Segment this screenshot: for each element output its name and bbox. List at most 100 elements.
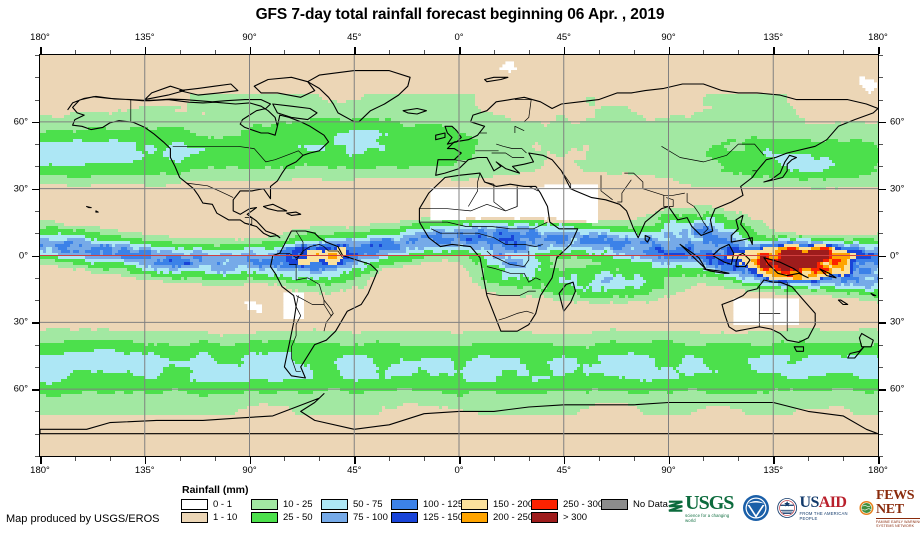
x-tick — [563, 47, 566, 54]
x-tick — [144, 47, 147, 54]
coastline-path — [272, 103, 318, 121]
y-tick-minor — [35, 233, 39, 235]
fewsnet-tagline: FAMINE EARLY WARNING SYSTEMS NETWORK — [876, 519, 920, 528]
legend-entry: 25 - 50 — [251, 512, 321, 523]
x-tick-minor — [633, 457, 635, 461]
y-tick-minor — [879, 411, 883, 413]
x-tick — [668, 47, 671, 54]
x-tick-minor — [633, 50, 635, 54]
y-tick — [879, 121, 886, 124]
y-tick-minor — [879, 166, 883, 168]
legend-entry: 1 - 10 — [181, 512, 251, 523]
y-tick-minor — [879, 77, 883, 79]
x-tick-minor — [738, 50, 740, 54]
y-tick — [879, 188, 886, 191]
agency-logos: USGS science for a changing world — [668, 488, 920, 528]
usaid-wordmark: USAID — [799, 494, 847, 511]
coastline-path — [435, 132, 446, 141]
usgs-logo[interactable]: USGS science for a changing world — [668, 492, 735, 524]
coastline-path — [702, 268, 730, 274]
legend-label: 10 - 25 — [283, 499, 313, 510]
border-path — [661, 143, 765, 163]
coastline-path — [558, 281, 576, 312]
coastline-path — [95, 210, 99, 213]
border-path — [454, 159, 467, 163]
legend-label: 50 - 75 — [353, 499, 383, 510]
border-path — [419, 221, 548, 230]
x-tick-minor — [389, 457, 391, 461]
legend-swatch — [391, 499, 418, 510]
legend-swatch — [181, 499, 208, 510]
x-tick — [773, 457, 775, 464]
y-tick-minor — [35, 99, 39, 101]
legend-label: 75 - 100 — [353, 512, 388, 523]
x-axis-label: 0° — [454, 32, 464, 43]
border-path — [186, 182, 234, 198]
x-axis-label: 135° — [763, 465, 784, 476]
world-map[interactable] — [39, 54, 879, 457]
usaid-tagline: FROM THE AMERICAN PEOPLE — [799, 511, 848, 521]
x-axis-label: 180° — [868, 32, 888, 43]
x-tick-minor — [808, 457, 810, 461]
border-path — [244, 217, 253, 225]
coastlines — [40, 70, 878, 435]
coastline-path — [793, 346, 805, 352]
legend-row: 1 - 10 25 - 50 75 - 100 125 - 150 200 - 250 >… — [181, 512, 671, 523]
y-tick-minor — [879, 233, 883, 235]
x-tick-minor — [74, 457, 76, 461]
x-tick — [563, 457, 566, 464]
border-path — [514, 99, 532, 123]
x-tick — [878, 457, 880, 464]
x-tick-minor — [109, 50, 111, 54]
usgs-tagline: science for a changing world — [685, 513, 730, 523]
x-tick-minor — [284, 50, 286, 54]
border-path — [486, 266, 541, 283]
y-axis-label: 30° — [13, 183, 28, 195]
usaid-logo[interactable]: USAID FROM THE AMERICAN PEOPLE — [777, 492, 852, 524]
y-tick-minor — [879, 277, 883, 279]
x-tick — [40, 47, 42, 54]
legend-entry: 10 - 25 — [251, 499, 321, 510]
y-axis-label: 60° — [13, 116, 28, 128]
x-tick-minor — [528, 457, 530, 461]
fewsnet-logo[interactable]: FEWS NET FAMINE EARLY WARNING SYSTEMS NE… — [859, 488, 920, 528]
legend-label: 0 - 1 — [213, 499, 233, 510]
coastline-path — [286, 211, 302, 216]
y-tick — [879, 322, 886, 324]
fewsnet-globe-icon — [859, 500, 874, 516]
legend-entry: 100 - 125 — [391, 499, 463, 510]
y-tick-minor — [879, 300, 883, 302]
border-path — [295, 244, 343, 261]
x-tick-minor — [738, 457, 740, 461]
x-tick-minor — [74, 50, 76, 54]
x-tick — [773, 47, 775, 54]
coastline-path — [40, 393, 878, 435]
x-tick-minor — [598, 457, 600, 461]
y-tick-minor — [879, 433, 883, 435]
coastline-path — [644, 234, 651, 243]
x-axis-label: 90° — [661, 465, 676, 476]
y-tick-minor — [879, 210, 883, 212]
x-tick — [668, 457, 671, 464]
y-tick — [32, 255, 39, 258]
coastline-path — [819, 268, 837, 279]
graticule — [40, 55, 878, 456]
coastline-path — [253, 76, 316, 98]
legend-swatch — [391, 512, 418, 523]
legend-label: 250 - 300 — [563, 499, 604, 510]
x-tick-minor — [843, 457, 845, 461]
y-tick-minor — [879, 55, 883, 56]
y-axis-label: 0° — [18, 250, 28, 261]
legend-entry: 50 - 75 — [321, 499, 391, 510]
x-tick-minor — [389, 50, 391, 54]
x-axis-label: 45° — [347, 465, 362, 476]
y-tick-minor — [35, 166, 39, 168]
noaa-logo[interactable] — [742, 492, 770, 524]
legend-entries: 0 - 1 10 - 25 50 - 75 100 - 125 150 - 200 250… — [181, 499, 671, 523]
border-path — [484, 181, 506, 212]
y-tick-minor — [35, 144, 39, 146]
border-path — [617, 179, 632, 203]
border-path — [486, 290, 536, 296]
x-axis-label: 45° — [347, 32, 362, 43]
